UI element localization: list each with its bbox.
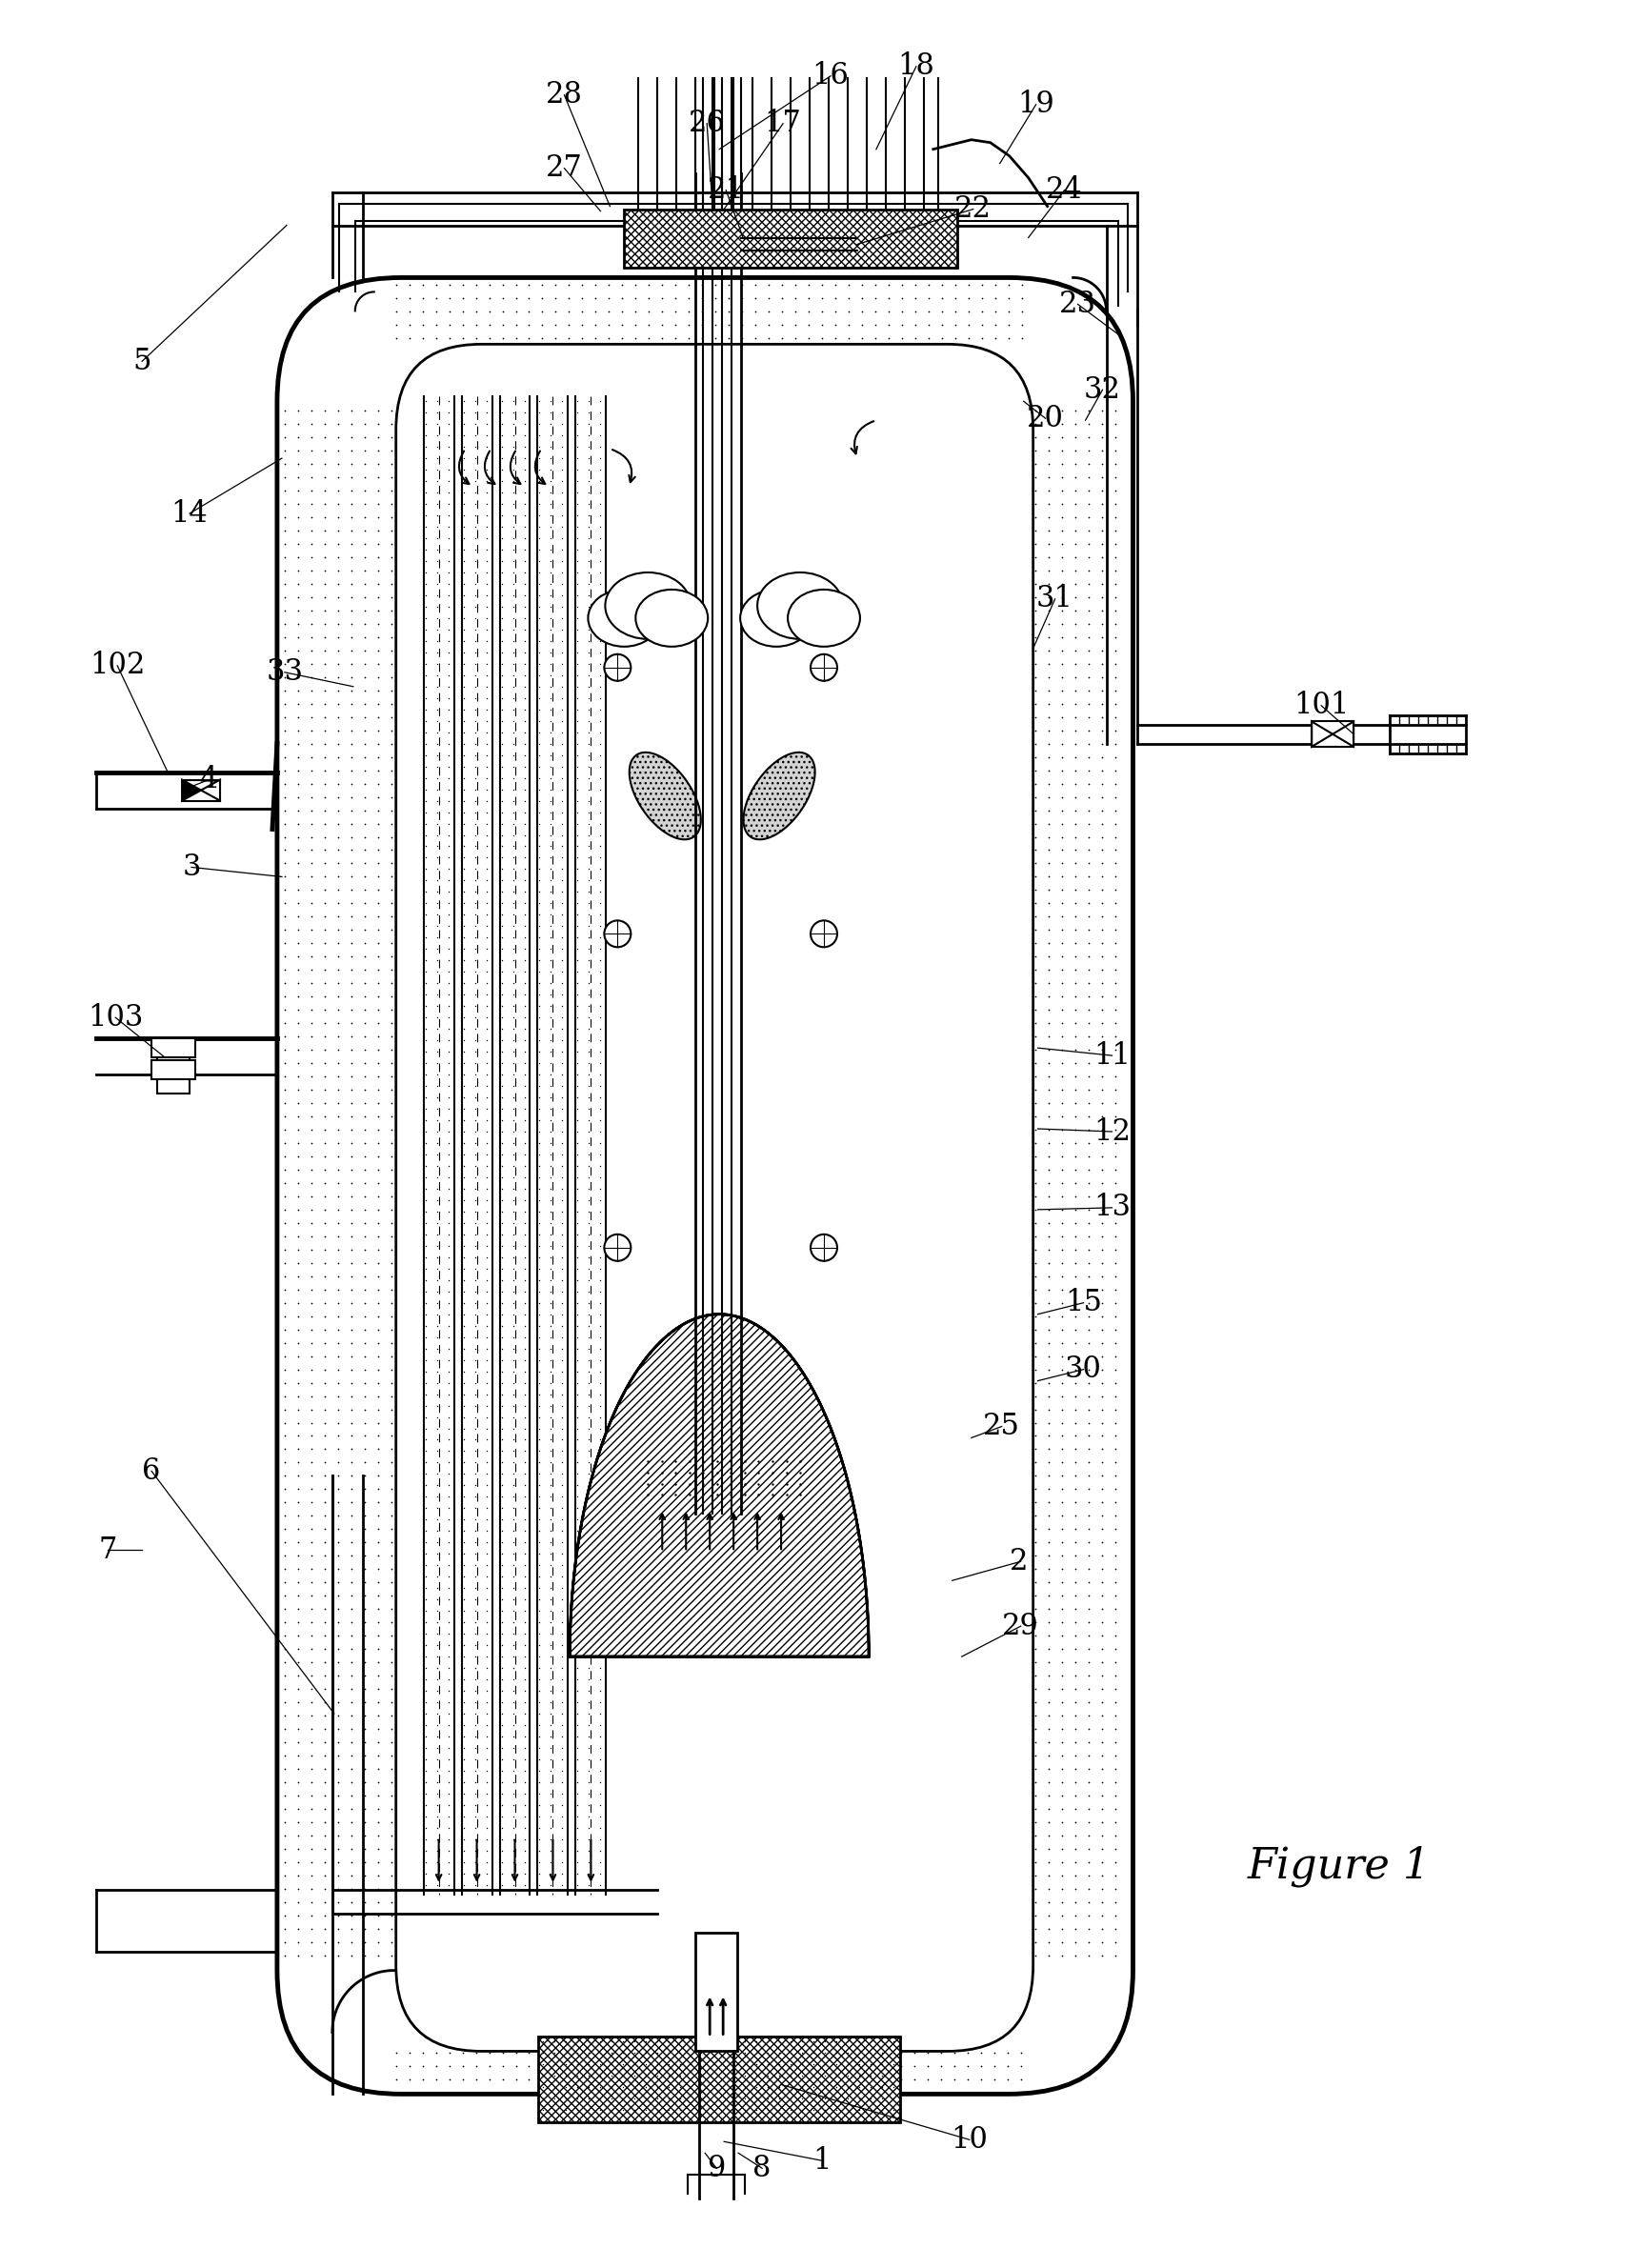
Text: 5: 5 [133,347,151,376]
Bar [539,2037,899,2123]
Text: 28: 28 [546,79,584,109]
Text: 26: 26 [689,109,725,138]
Text: 101: 101 [1294,692,1350,721]
Polygon shape [630,753,700,839]
Bar [1312,721,1353,746]
Text: 24: 24 [1046,175,1083,204]
Bar [151,1061,196,1080]
Text: 17: 17 [764,109,802,138]
Bar [625,209,957,268]
Text: 11: 11 [1093,1041,1131,1070]
Polygon shape [1312,721,1333,746]
Text: 3: 3 [182,853,201,882]
Text: 31: 31 [1036,585,1074,615]
Bar [695,1932,738,2050]
Circle shape [810,921,837,948]
Text: Figure 1: Figure 1 [1248,1846,1430,1887]
Text: 9: 9 [707,2152,725,2184]
Polygon shape [743,753,815,839]
Text: 14: 14 [171,499,209,528]
Polygon shape [1333,721,1353,746]
Circle shape [810,653,837,680]
Polygon shape [570,1313,868,1656]
Ellipse shape [636,590,709,646]
Text: 13: 13 [1093,1193,1131,1222]
Ellipse shape [787,590,860,646]
Text: 7: 7 [99,1535,117,1565]
Text: 102: 102 [89,651,145,680]
Polygon shape [201,780,220,801]
Bar [539,2037,899,2123]
Text: 18: 18 [898,52,935,82]
Text: 10: 10 [950,2125,988,2155]
Text: 8: 8 [753,2152,771,2184]
Ellipse shape [758,572,843,640]
Text: 19: 19 [1018,91,1054,120]
Text: 22: 22 [955,195,991,225]
Ellipse shape [589,590,661,646]
Text: 20: 20 [1028,404,1064,433]
FancyBboxPatch shape [396,345,1032,2050]
Text: 103: 103 [87,1002,143,1032]
Text: 12: 12 [1093,1116,1131,1145]
Circle shape [605,921,631,948]
Ellipse shape [740,590,812,646]
Text: 16: 16 [812,61,848,91]
Text: 6: 6 [143,1456,161,1486]
Text: 2: 2 [1009,1547,1028,1576]
Text: 33: 33 [266,658,302,687]
Text: 30: 30 [1065,1354,1101,1383]
Text: 27: 27 [546,154,584,184]
Text: 32: 32 [1083,374,1121,404]
Circle shape [810,1234,837,1261]
Text: 1: 1 [812,2146,832,2175]
Text: 29: 29 [1003,1610,1039,1642]
Bar [151,1039,196,1057]
Bar [158,1039,189,1093]
Circle shape [605,653,631,680]
Text: 4: 4 [199,764,217,794]
Bar [625,209,957,268]
Text: 25: 25 [983,1411,1021,1440]
Circle shape [605,1234,631,1261]
Text: 15: 15 [1065,1288,1101,1318]
Polygon shape [182,780,201,801]
Text: 23: 23 [1059,290,1097,320]
Text: 21: 21 [707,175,745,204]
Ellipse shape [605,572,690,640]
